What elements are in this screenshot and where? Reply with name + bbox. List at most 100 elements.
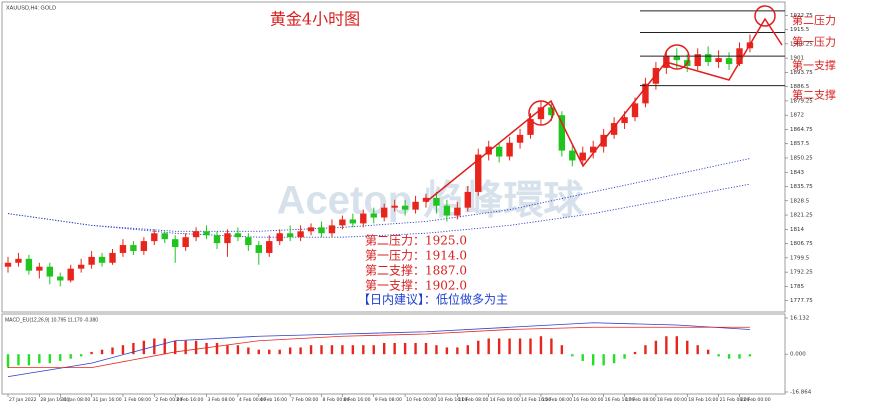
x-tick-label: 2 Feb 16:00 — [176, 397, 203, 403]
candle-body — [98, 256, 106, 263]
circle-mark — [528, 100, 554, 126]
candle-body — [25, 258, 33, 271]
candle-body — [454, 207, 461, 216]
candle-body — [715, 58, 722, 63]
x-tick-label: 18 Feb 16:00 — [688, 397, 718, 403]
candle-body — [610, 123, 618, 135]
macd-bar — [581, 354, 584, 361]
moving-average — [7, 183, 751, 238]
y-tick-label: 1908.25 — [790, 41, 813, 47]
macd-bar — [309, 345, 313, 355]
level-label: 第一支撑 — [792, 58, 836, 72]
candle-body — [725, 58, 733, 65]
macd-bar — [100, 349, 104, 355]
candle-body — [213, 235, 221, 244]
x-tick-label: 27 Jan 2022 — [9, 397, 37, 403]
macd-bar — [487, 338, 490, 355]
candle-body — [631, 103, 639, 118]
macd-bar — [257, 349, 260, 355]
candle-body — [464, 191, 471, 208]
macd-line — [7, 322, 750, 378]
candle-body — [349, 219, 357, 224]
macd-bar — [539, 336, 543, 355]
candle-body — [266, 241, 273, 253]
annotation: 第一支撑：1902.0 — [365, 278, 467, 293]
macd-line — [8, 326, 750, 369]
candle-body — [67, 268, 74, 281]
x-tick-label: 4 Feb 16:00 — [260, 397, 287, 403]
y-tick-label: 1792.25 — [790, 270, 813, 276]
candle-body — [203, 231, 210, 236]
y-tick-label: 1814 — [790, 227, 804, 233]
macd-bar — [727, 354, 731, 359]
macd-bar — [194, 340, 198, 355]
candle-body — [151, 233, 158, 242]
macd-bar — [633, 351, 637, 355]
candle-body — [381, 207, 388, 218]
y-tick-label: 1893.75 — [790, 70, 813, 76]
annotation: 第一压力：1914.0 — [365, 249, 467, 263]
candle-body — [558, 115, 566, 151]
macd-bar — [90, 351, 93, 355]
x-tick-label: 14 Feb 00:00 — [490, 397, 520, 403]
x-tick-label: 8 Feb 16:00 — [343, 397, 370, 403]
y-tick-label: 1821.25 — [790, 213, 813, 219]
macd-bar — [372, 345, 375, 355]
macd-bar — [497, 338, 501, 355]
macd-bar — [288, 347, 292, 355]
macd-bar — [247, 347, 250, 355]
candle-body — [537, 107, 545, 120]
x-tick-label: 21 Feb 08:00 — [720, 397, 750, 403]
macd-bar — [529, 338, 532, 355]
y-tick-label: 1872 — [790, 113, 804, 119]
candle-body — [433, 197, 440, 206]
x-tick-label: 9 Feb 08:00 — [375, 397, 402, 403]
macd-bar — [675, 336, 678, 355]
y-tick-label: 1843 — [790, 170, 804, 176]
candle-body — [182, 237, 189, 248]
candle-body — [172, 239, 179, 248]
y-tick-label: -16.864 — [790, 390, 812, 396]
candle-body — [579, 152, 586, 161]
candle-body — [673, 56, 680, 61]
advice: 【日内建议】：低位做多为主 — [358, 292, 508, 307]
candle-body — [15, 258, 22, 263]
macd-bar — [27, 354, 31, 366]
macd-bar — [205, 342, 208, 355]
candle-body — [130, 245, 137, 251]
chart-title: 黄金4小时图 — [270, 10, 360, 29]
y-tick-label: 1835.75 — [790, 184, 813, 190]
macd-bar — [69, 354, 72, 359]
y-tick-label: 1785 — [790, 284, 804, 290]
macd-bar — [184, 340, 187, 355]
candle-body — [360, 213, 367, 224]
y-tick-label: 1799.5 — [790, 255, 810, 261]
x-tick-label: 31 Jan 08:00 — [61, 397, 90, 403]
macd-bar — [38, 354, 41, 364]
annotation: 第二支撑：1887.0 — [365, 263, 467, 278]
candle-body — [234, 233, 242, 238]
x-tick-label: 10 Feb 00:00 — [406, 397, 436, 403]
macd-bar — [435, 345, 438, 355]
main-panel — [1, 1, 786, 313]
candle-body — [161, 233, 168, 240]
candle-body — [694, 54, 701, 66]
y-tick-label: 1901 — [790, 56, 804, 62]
x-tick-label: 4 Feb 00:00 — [239, 397, 266, 403]
macd-bar — [320, 345, 323, 355]
macd-bar — [215, 342, 219, 355]
macd-bar — [59, 354, 62, 361]
candle-body — [506, 142, 513, 157]
macd-bar — [362, 345, 365, 355]
candle-body — [88, 256, 95, 265]
macd-bar — [602, 354, 605, 366]
macd-bar — [278, 349, 281, 355]
macd-bar — [6, 354, 10, 368]
candle-body — [255, 245, 262, 253]
x-tick-label: 28 Jan 16:00 — [40, 397, 69, 403]
macd-bar — [686, 340, 689, 355]
x-tick-label: 7 Feb 08:00 — [291, 397, 318, 403]
level-label: 第一压力 — [792, 35, 836, 49]
x-tick-label: 14 Feb 16:00 — [521, 397, 551, 403]
